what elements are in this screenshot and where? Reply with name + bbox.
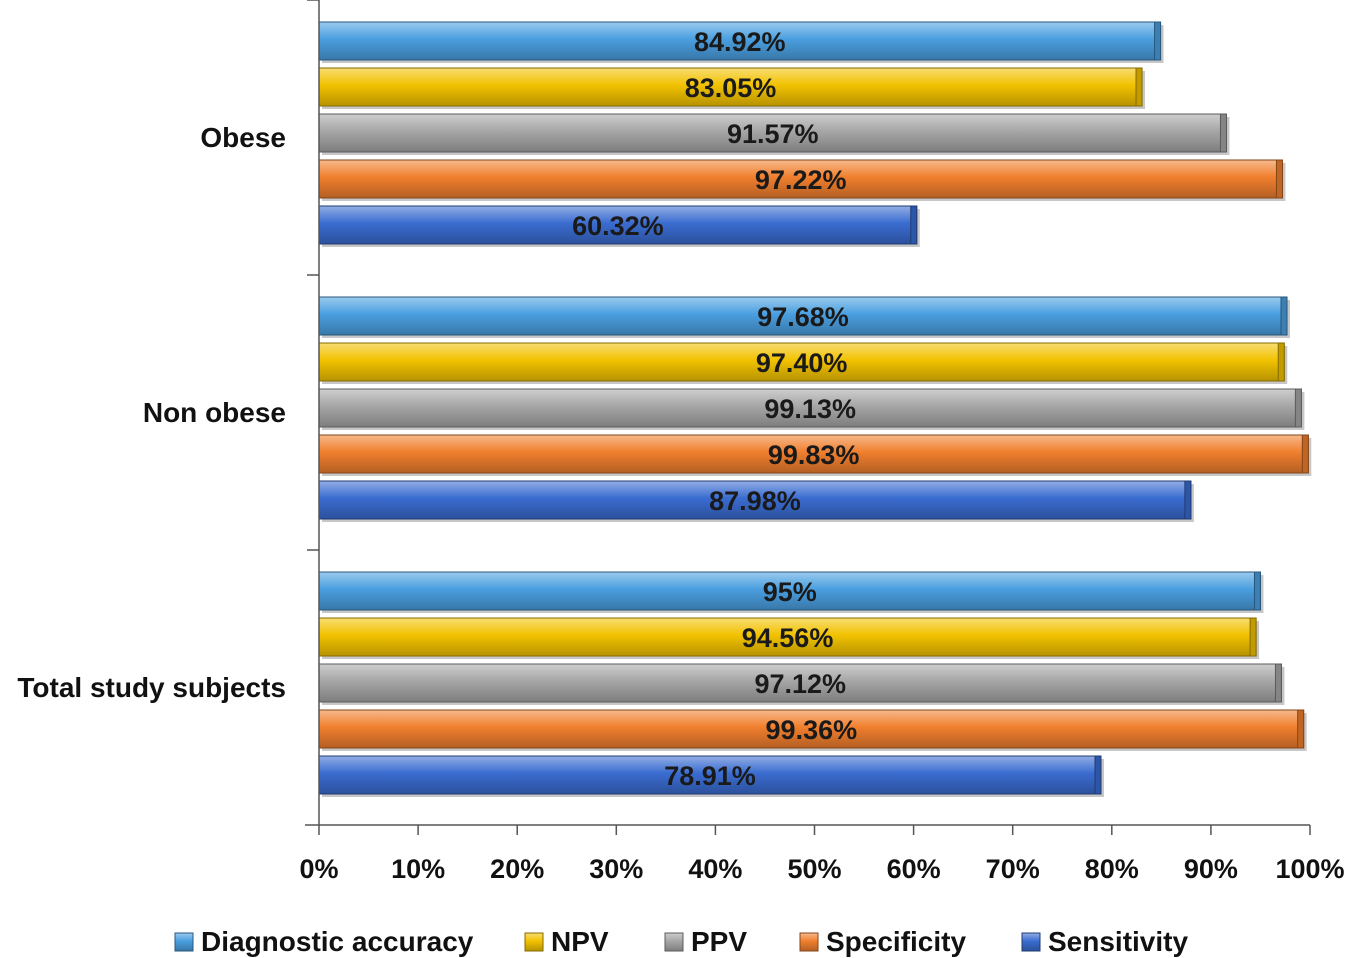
bar-non-obese-diagnostic-accuracy <box>318 296 1288 336</box>
bar-non-obese-ppv <box>318 388 1302 428</box>
bar-obese-specificity <box>318 159 1283 199</box>
data-label: 99.83% <box>768 440 860 470</box>
bar-end-cap <box>1154 21 1162 61</box>
bar-end-cap <box>1274 663 1282 703</box>
bar-end-cap <box>1294 388 1302 428</box>
bar-end-cap <box>1094 755 1102 795</box>
bar-end-cap <box>1275 159 1283 199</box>
data-label: 94.56% <box>742 623 834 653</box>
x-tick-label: 20% <box>490 854 544 884</box>
bar-total-study-subjects-sensitivity <box>318 755 1102 795</box>
bar-end-cap <box>1277 342 1285 382</box>
bar-end-cap <box>1249 617 1257 657</box>
data-label: 95% <box>763 577 817 607</box>
category-label: Non obese <box>143 397 286 428</box>
bar-end-cap <box>1184 480 1192 520</box>
bar-end-cap <box>1219 113 1227 153</box>
bar-total-study-subjects-ppv <box>318 663 1282 703</box>
data-label: 97.12% <box>754 669 846 699</box>
bar-obese-diagnostic-accuracy <box>318 21 1162 61</box>
bar-end-cap <box>1297 709 1305 749</box>
data-label: 91.57% <box>727 119 819 149</box>
x-tick-label: 80% <box>1085 854 1139 884</box>
bar-obese-sensitivity <box>318 205 918 245</box>
bar-obese-ppv <box>318 113 1227 153</box>
legend-label: Diagnostic accuracy <box>201 926 474 957</box>
legend-swatch-npv <box>524 932 544 952</box>
legend-label: Specificity <box>826 926 966 957</box>
x-tick-label: 30% <box>589 854 643 884</box>
axis-layer: Obese Non obese Total study subjects 0% 10% 2… <box>17 0 1345 884</box>
data-label: 97.40% <box>756 348 848 378</box>
data-label: 99.13% <box>764 394 856 424</box>
data-label: 97.68% <box>757 302 849 332</box>
legend-label: Sensitivity <box>1048 926 1188 957</box>
bar-end-cap <box>1135 67 1143 107</box>
data-label: 99.36% <box>766 715 858 745</box>
legend: Diagnostic accuracy NPV PPV Specificity Sens… <box>174 926 1188 957</box>
data-label: 84.92% <box>694 27 786 57</box>
bar-end-cap <box>910 205 918 245</box>
category-label: Total study subjects <box>17 672 286 703</box>
bar-total-study-subjects-diagnostic-accuracy <box>318 571 1261 611</box>
x-tick-label: 10% <box>391 854 445 884</box>
x-tick-label: 90% <box>1184 854 1238 884</box>
legend-label: PPV <box>691 926 747 957</box>
bar-end-cap <box>1280 296 1288 336</box>
data-label: 97.22% <box>755 165 847 195</box>
legend-label: NPV <box>551 926 609 957</box>
data-label: 78.91% <box>664 761 756 791</box>
bar-end-cap <box>1301 434 1309 474</box>
category-label: Obese <box>200 122 286 153</box>
data-label: 83.05% <box>685 73 777 103</box>
data-label: 87.98% <box>709 486 801 516</box>
legend-swatch-sensitivity <box>1021 932 1041 952</box>
bar-total-study-subjects-specificity <box>318 709 1305 749</box>
bar-total-study-subjects-npv <box>318 617 1257 657</box>
data-label: 60.32% <box>572 211 664 241</box>
legend-swatch-diagnostic-accuracy <box>174 932 194 952</box>
x-tick-label: 40% <box>688 854 742 884</box>
legend-swatch-ppv <box>664 932 684 952</box>
bars-layer: 84.92% 83.05% 91.57% 97.22% 60.32% 97.68% 97.4… <box>318 21 1312 797</box>
x-tick-label: 70% <box>986 854 1040 884</box>
legend-swatch-specificity <box>799 932 819 952</box>
x-tick-label: 60% <box>887 854 941 884</box>
bar-end-cap <box>1253 571 1261 611</box>
x-tick-label: 0% <box>299 854 338 884</box>
x-tick-label: 100% <box>1275 854 1344 884</box>
x-tick-label: 50% <box>787 854 841 884</box>
